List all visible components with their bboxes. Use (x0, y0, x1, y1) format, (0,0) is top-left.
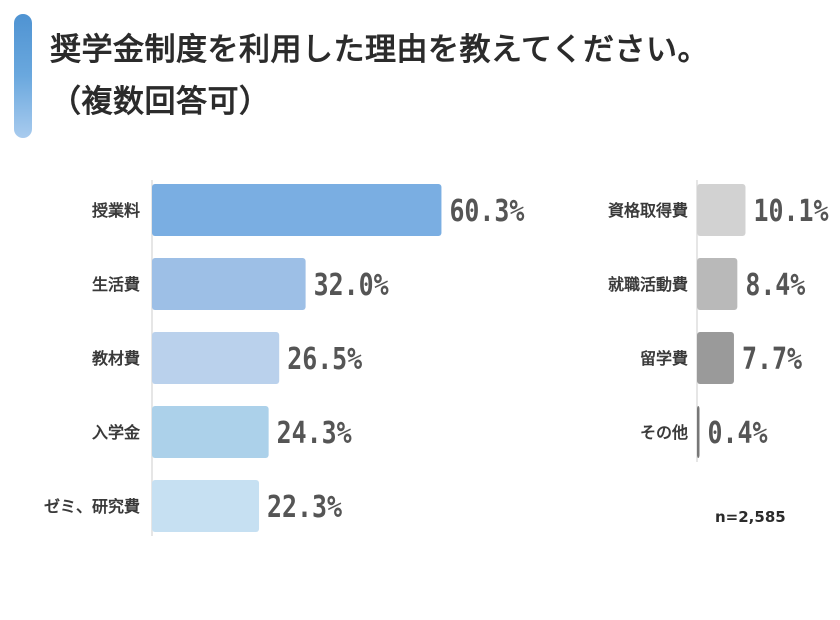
bar-2-1 (697, 184, 746, 236)
value-label-1-1: 60.3% (449, 194, 524, 229)
category-label-2-1: 資格取得費 (608, 201, 688, 220)
bar-1-3 (152, 332, 280, 384)
bar-2-3 (697, 332, 734, 384)
bar-1-4 (152, 406, 269, 458)
chart-title: 奨学金制度を利用した理由を教えてください。 （複数回答可） (50, 24, 835, 128)
value-label-1-5: 22.3% (267, 490, 342, 525)
title-line-1: 奨学金制度を利用した理由を教えてください。 (50, 32, 710, 68)
value-label-2-2: 8.4% (745, 268, 805, 303)
bar-1-1 (152, 184, 442, 236)
bar-2-2 (697, 258, 738, 310)
category-label-2-4: その他 (640, 423, 688, 442)
category-label-1-3: 教材費 (92, 349, 140, 368)
value-label-2-1: 10.1% (753, 194, 828, 229)
category-label-1-5: ゼミ、研究費 (44, 497, 140, 516)
title-accent-bar (14, 14, 32, 138)
value-label-1-4: 24.3% (277, 416, 352, 451)
bar-2-4 (697, 406, 700, 458)
category-label-1-4: 入学金 (92, 423, 141, 442)
category-label-2-3: 留学費 (640, 349, 688, 368)
value-label-2-3: 7.7% (742, 342, 802, 377)
category-label-1-2: 生活費 (92, 275, 140, 294)
category-label-1-1: 授業料 (92, 201, 140, 220)
value-label-1-3: 26.5% (287, 342, 362, 377)
sample-size-note: n=2,585 (715, 508, 786, 526)
bar-1-2 (152, 258, 306, 310)
value-label-2-4: 0.4% (708, 416, 768, 451)
bar-1-5 (152, 480, 260, 532)
title-line-2: （複数回答可） (50, 84, 271, 120)
category-label-2-2: 就職活動費 (608, 275, 688, 294)
value-label-1-2: 32.0% (314, 268, 389, 303)
